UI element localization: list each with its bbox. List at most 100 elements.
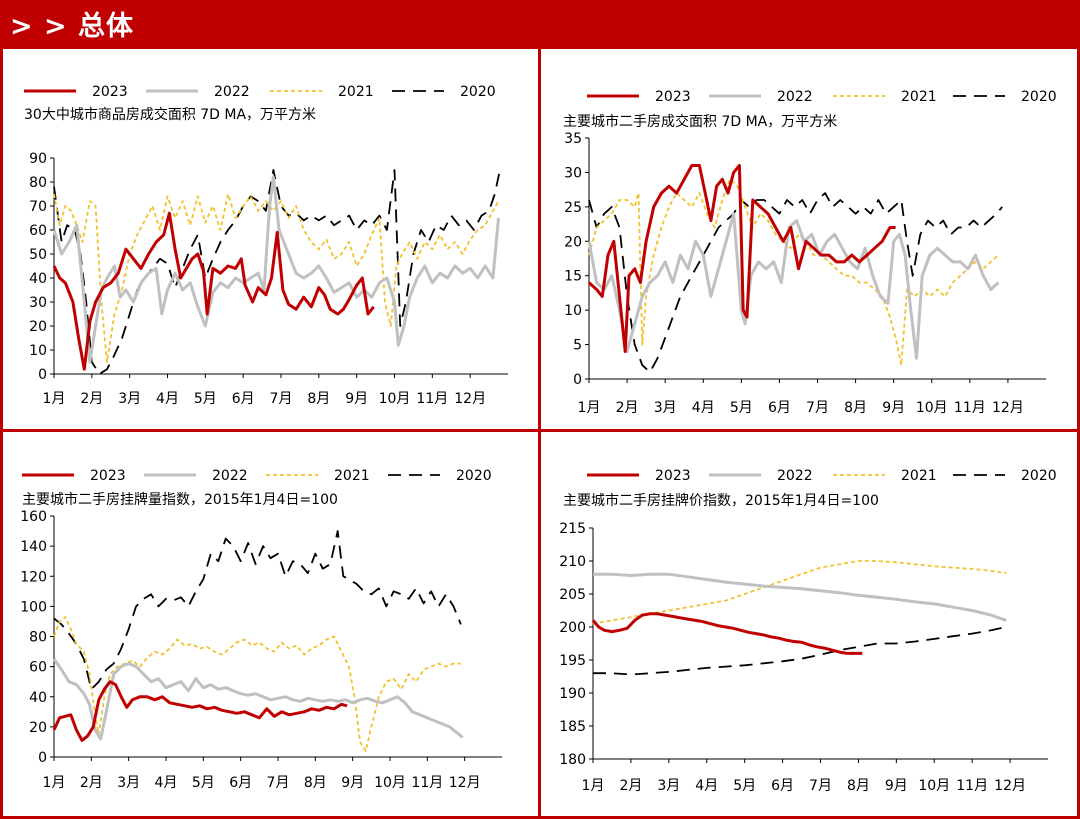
x-tick-label: 1月 [43,775,66,791]
y-tick-label: 190 [559,686,586,702]
chart-panel-tr: 2023 2022 2021 2020 主要城市二手房成交面积 7D MA，万平方米 0 5… [541,46,1080,429]
legend-label-2023: 2023 [655,89,691,105]
y-tick-label: 200 [559,620,586,636]
y-tick-label: 25 [564,200,582,216]
y-tick-label: 205 [559,587,586,603]
legend-label-2023: 2023 [90,468,126,484]
x-tick-label: 8月 [307,391,330,407]
y-tick-label: 30 [29,295,47,311]
y-tick-label: 140 [20,539,47,555]
x-tick-label: 1月 [43,391,66,407]
y-tick-label: 20 [564,234,582,250]
chart-panel-bl: 2023 2022 2021 2020 主要城市二手房挂牌量指数，2015年1月4日=1… [0,432,538,819]
series-line-2023 [52,211,375,371]
chart-title: 30大中城市商品房成交面积 7D MA，万平方米 [24,106,316,123]
series-line-2020 [53,530,462,691]
y-tick-label: 5 [573,338,582,354]
series-line-2022 [593,572,1007,622]
legend-label-2023: 2023 [92,84,128,100]
y-tick-label: 215 [559,521,586,537]
x-tick-label: 6月 [771,778,794,794]
y-tick-label: 120 [20,569,47,585]
y-tick-label: 0 [38,367,47,383]
x-tick-label: 8月 [304,775,327,791]
x-tick-label: 2月 [80,775,103,791]
x-tick-label: 1月 [582,778,605,794]
x-tick-label: 7月 [270,391,293,407]
legend-label-2022: 2022 [777,468,813,484]
y-tick-label: 40 [29,271,47,287]
series-line-2021 [53,616,461,752]
x-tick-label: 5月 [194,391,217,407]
y-tick-label: 0 [38,750,47,766]
x-tick-label: 9月 [882,400,905,416]
y-tick-label: 80 [29,630,47,646]
x-tick-label: 2月 [616,400,639,416]
x-tick-label: 12月 [994,778,1026,794]
x-tick-label: 9月 [345,391,368,407]
series-line-2023 [52,680,348,742]
y-tick-label: 40 [29,690,47,706]
x-tick-label: 7月 [806,400,829,416]
x-tick-label: 11月 [956,778,988,794]
x-tick-label: 7月 [267,775,290,791]
legend-label-2021: 2021 [901,468,937,484]
legend-label-2021: 2021 [338,84,374,100]
x-tick-label: 1月 [578,400,601,416]
chart-title: 主要城市二手房成交面积 7D MA，万平方米 [563,113,837,130]
y-tick-label: 185 [559,719,586,735]
series-line-2021 [588,178,1000,367]
legend-label-2021: 2021 [334,468,370,484]
x-tick-label: 5月 [733,778,756,794]
series-line-2020 [53,167,502,375]
y-tick-label: 100 [20,599,47,615]
x-tick-label: 3月 [657,778,680,794]
chart-title: 主要城市二手房挂牌量指数，2015年1月4日=100 [22,491,338,508]
x-tick-label: 5月 [730,400,753,416]
y-tick-label: 35 [564,131,582,147]
x-tick-label: 6月 [768,400,791,416]
x-tick-label: 3月 [117,775,140,791]
y-tick-label: 180 [559,752,586,768]
x-tick-label: 9月 [341,775,364,791]
x-tick-label: 11月 [954,400,986,416]
legend-label-2022: 2022 [212,468,248,484]
chart-panel-br: 2023 2022 2021 2020 主要城市二手房挂牌价指数，2015年1月4日=1… [541,432,1080,819]
series-line-2020 [593,626,1007,676]
x-tick-label: 7月 [809,778,832,794]
series-line-2022 [52,175,500,364]
series-line-2021 [53,193,500,363]
y-tick-label: 90 [29,151,47,167]
x-tick-label: 12月 [449,775,481,791]
x-tick-label: 10月 [374,775,406,791]
series-line-2023 [587,164,896,353]
y-tick-label: 60 [29,660,47,676]
x-tick-label: 4月 [692,400,715,416]
x-tick-label: 8月 [847,778,870,794]
y-tick-label: 20 [29,319,47,335]
y-tick-label: 15 [564,269,582,285]
series-line-2022 [52,658,464,741]
chart-panel-tl: 2023 2022 2021 2020 30大中城市商品房成交面积 7D MA，万平方米… [0,46,538,429]
legend-label-2020: 2020 [456,468,492,484]
x-tick-label: 11月 [416,391,448,407]
x-tick-label: 2月 [619,778,642,794]
x-tick-label: 10月 [379,391,411,407]
x-tick-label: 5月 [192,775,215,791]
x-tick-label: 3月 [118,391,141,407]
y-tick-label: 30 [564,165,582,181]
y-tick-label: 160 [20,509,47,525]
header-bar: > > 总体 [0,0,1080,46]
y-tick-label: 50 [29,247,47,263]
x-tick-label: 9月 [885,778,908,794]
legend-label-2022: 2022 [214,84,250,100]
y-tick-label: 10 [564,303,582,319]
legend-label-2020: 2020 [460,84,496,100]
x-tick-label: 3月 [654,400,677,416]
x-tick-label: 12月 [992,400,1024,416]
y-tick-label: 210 [559,554,586,570]
x-tick-label: 4月 [155,775,178,791]
x-tick-label: 6月 [232,391,255,407]
y-tick-label: 80 [29,175,47,191]
x-tick-label: 8月 [844,400,867,416]
